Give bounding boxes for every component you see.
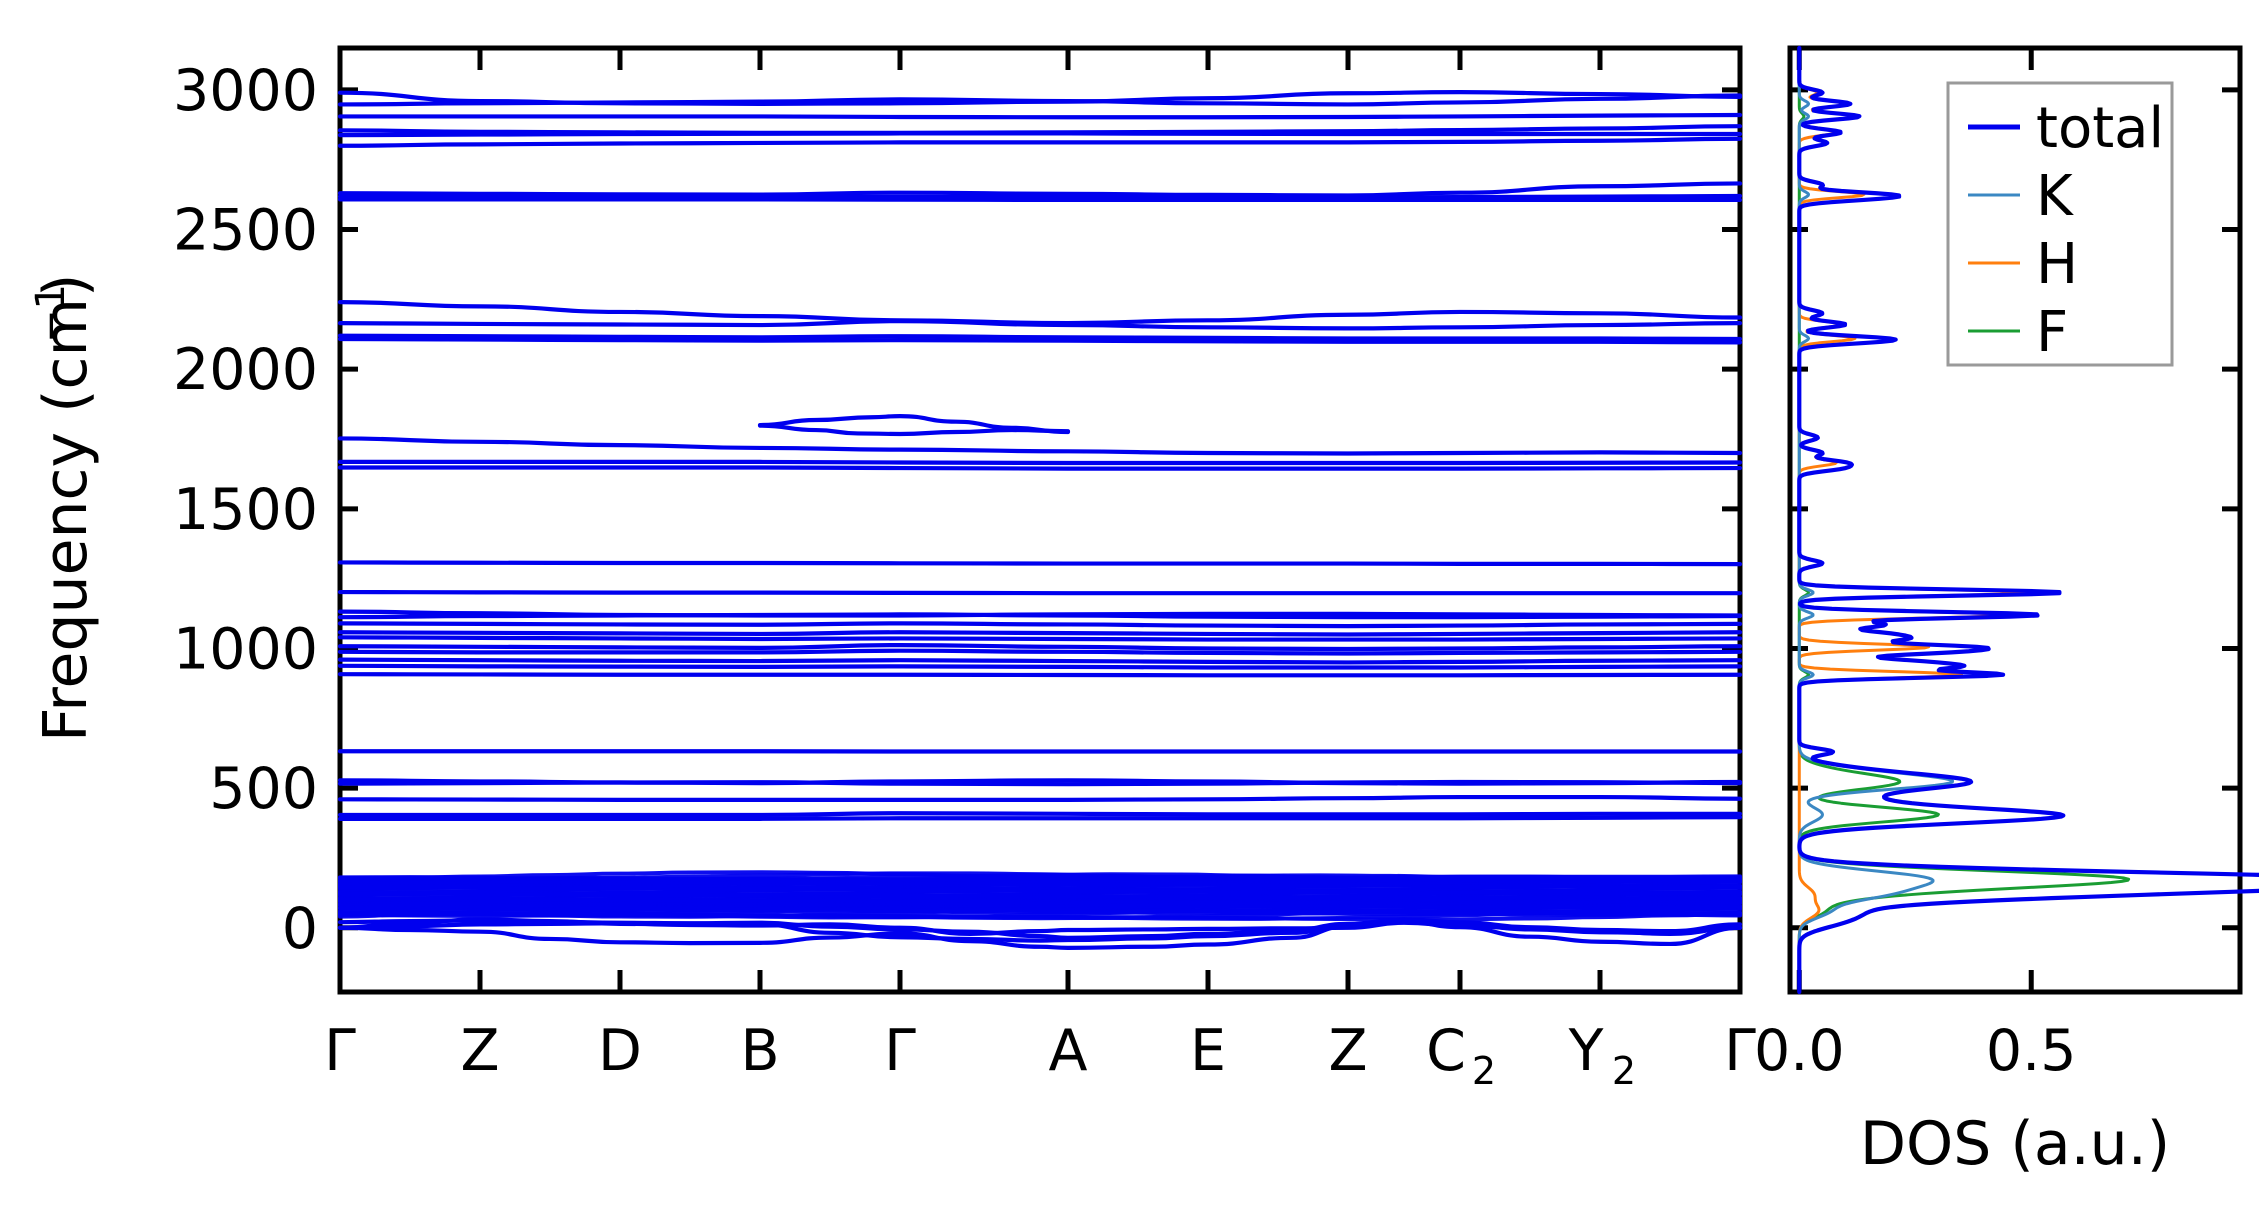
k-point-label: B: [740, 1018, 779, 1084]
phonon-band: [757, 423, 1071, 437]
y-tick-label: 1500: [173, 477, 318, 543]
dos-panel-frame: [1787, 45, 2243, 995]
dos-axis-label: DOS (a.u.): [1860, 1109, 2170, 1179]
phonon-band: [337, 919, 1743, 950]
k-point-label: C: [1426, 1018, 1466, 1084]
dos-curves: [1797, 45, 2259, 995]
legend-box: [1946, 81, 2174, 367]
phonon-band: [337, 300, 1743, 326]
phonon-band: [337, 436, 1743, 456]
phonon-band: [337, 657, 1743, 665]
phonon-band: [337, 648, 1743, 656]
k-point-subscript: 2: [1472, 1049, 1496, 1093]
phonon-band: [337, 197, 1743, 203]
dos-axis-label-text: DOS (a.u.): [1860, 1109, 2170, 1179]
phonon-band: [337, 459, 1743, 466]
phonon-band: [337, 621, 1743, 629]
frequency-axis-label-close: ): [31, 274, 101, 297]
phonon-band: [337, 643, 1743, 652]
phonon-band: [337, 917, 1743, 940]
y-tick-label: 500: [209, 756, 318, 822]
y-tick-label: 1000: [173, 616, 318, 682]
phonon-band: [337, 794, 1743, 802]
dos-curve-total: [1797, 45, 2259, 995]
y-tick-label: 2500: [173, 198, 318, 264]
phonon-band: [337, 181, 1743, 198]
dos-tick-label: 0.5: [1986, 1018, 2077, 1084]
k-point-label: A: [1049, 1018, 1088, 1084]
legend-label-total[interactable]: total: [2036, 96, 2164, 161]
k-point-label: D: [598, 1018, 642, 1084]
phonon-band: [337, 333, 1743, 342]
dos-panel-tick-labels: 0.0 0.5: [1754, 1018, 2077, 1084]
legend-label-f[interactable]: F: [2036, 300, 2068, 365]
band-panel-frame: [337, 45, 1743, 995]
k-point-label: Γ: [884, 1018, 916, 1084]
phonon-band: [337, 663, 1743, 670]
y-tick-label: 0: [282, 896, 318, 962]
band-panel-axes: [337, 45, 1743, 995]
phonon-band: [337, 811, 1743, 818]
band-structure-curves: [337, 90, 1743, 950]
legend-label-k[interactable]: K: [2036, 164, 2074, 229]
phonon-band: [337, 589, 1743, 596]
phonon-band: [337, 336, 1743, 345]
k-point-label: E: [1190, 1018, 1226, 1084]
y-tick-label: 2000: [173, 337, 318, 403]
phonon-band: [337, 635, 1743, 642]
y-tick-label: 3000: [173, 58, 318, 124]
phonon-band: [337, 612, 1743, 620]
phonon-band: [337, 779, 1743, 787]
phonon-band-acoustic: [338, 870, 1742, 881]
dos-tick-label: 0.0: [1754, 1018, 1845, 1084]
phonon-band-acoustic: [338, 871, 1742, 882]
k-point-label: Z: [1328, 1018, 1367, 1084]
phonon-band: [337, 193, 1743, 200]
phonon-band: [337, 131, 1743, 138]
k-point-label: Y: [1568, 1018, 1604, 1084]
phonon-band: [337, 319, 1743, 331]
phonon-band: [337, 136, 1743, 148]
phonon-band: [757, 414, 1071, 435]
k-point-subscript: 2: [1612, 1049, 1636, 1093]
frequency-axis-label: Frequency (cm−1): [28, 274, 101, 742]
phonon-band: [337, 815, 1743, 821]
frequency-axis-label-exponent: −1: [28, 284, 74, 343]
phonon-band: [337, 465, 1743, 471]
phonon-band: [337, 672, 1743, 678]
legend-label-h[interactable]: H: [2036, 232, 2078, 297]
phonon-band: [337, 93, 1743, 107]
frequency-axis-label-main: Frequency (cm: [31, 298, 101, 742]
k-point-label: Γ: [324, 1018, 356, 1084]
y-axis-label: Frequency (cm−1): [28, 274, 101, 742]
phonon-band: [337, 630, 1743, 637]
k-point-label: Z: [460, 1018, 499, 1084]
phonon-band: [337, 560, 1743, 567]
k-point-label: Γ: [1724, 1018, 1756, 1084]
phonon-band: [337, 112, 1743, 120]
